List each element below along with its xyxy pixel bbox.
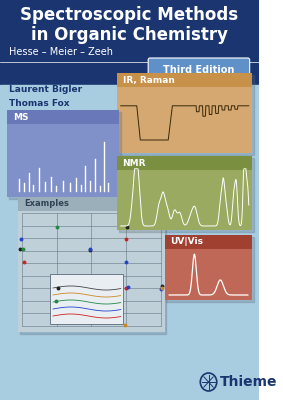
- Text: Herbert Meier: Herbert Meier: [9, 112, 81, 122]
- Bar: [7, 110, 119, 197]
- Bar: [117, 156, 252, 170]
- Bar: [117, 73, 252, 153]
- Bar: [7, 110, 119, 124]
- Bar: [119, 158, 254, 232]
- Bar: [18, 197, 165, 332]
- Text: Hesse – Meier – Zeeh: Hesse – Meier – Zeeh: [9, 47, 113, 57]
- Bar: [119, 75, 254, 155]
- Bar: [9, 112, 121, 199]
- Bar: [166, 237, 254, 302]
- Bar: [165, 235, 252, 300]
- Text: Thieme: Thieme: [220, 375, 277, 389]
- Text: Laurent Bigler: Laurent Bigler: [9, 84, 82, 94]
- Text: Examples: Examples: [24, 200, 69, 208]
- Bar: [20, 199, 166, 334]
- Bar: [117, 73, 252, 87]
- Text: NMR: NMR: [123, 158, 146, 168]
- Text: MS: MS: [13, 112, 28, 122]
- Text: Third Edition: Third Edition: [163, 65, 235, 75]
- Text: in Organic Chemistry: in Organic Chemistry: [31, 26, 228, 44]
- Bar: [18, 197, 165, 211]
- Bar: [117, 156, 252, 230]
- Bar: [0, 0, 259, 85]
- Bar: [0, 85, 259, 400]
- FancyBboxPatch shape: [148, 58, 250, 82]
- Text: Spectroscopic Methods: Spectroscopic Methods: [20, 6, 239, 24]
- Text: UV|Vis: UV|Vis: [170, 238, 203, 246]
- Bar: [165, 235, 252, 249]
- Text: Stefan Bienz: Stefan Bienz: [9, 70, 74, 80]
- Bar: [50, 274, 123, 324]
- Text: Thomas Fox: Thomas Fox: [9, 98, 70, 108]
- Text: IR, Raman: IR, Raman: [123, 76, 174, 84]
